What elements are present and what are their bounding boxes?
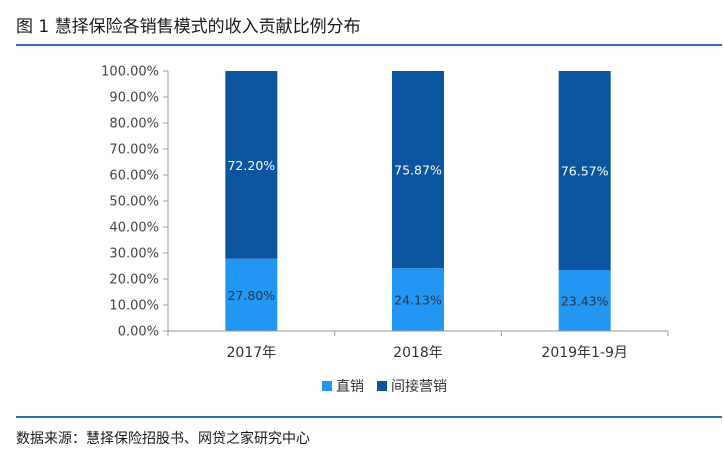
top-rule — [16, 44, 722, 46]
y-tick-label: 100.00% — [101, 65, 159, 80]
y-tick-label: 40.00% — [109, 221, 159, 236]
x-category-label: 2017年 — [227, 345, 277, 361]
bars: 27.80% 72.20% 24.13% 75.87% 23.43% 76.57% — [225, 71, 611, 331]
data-label: 24.13% — [394, 293, 442, 308]
y-tick-label: 0.00% — [118, 325, 159, 340]
bar-segment — [225, 71, 278, 259]
bar-segment — [225, 258, 278, 331]
legend: 直销 间接营销 — [322, 378, 447, 395]
data-label: 75.87% — [394, 163, 442, 178]
y-tick-label: 60.00% — [109, 169, 159, 184]
legend-label: 直销 — [336, 378, 364, 395]
y-tick-label: 80.00% — [109, 117, 159, 132]
data-label: 27.80% — [227, 288, 275, 303]
legend-swatch — [377, 381, 387, 391]
bar-segment — [392, 71, 444, 269]
y-axis: 0.00% 10.00% 20.00% 30.00% 40.00% 50.00% 60.00… — [101, 65, 169, 340]
data-label: 76.57% — [561, 164, 609, 179]
source-note: 数据来源：慧择保险招股书、网贷之家研究中心 — [16, 431, 310, 447]
bar-segment — [558, 71, 611, 271]
data-label: 23.43% — [561, 294, 609, 309]
y-tick-label: 30.00% — [109, 247, 159, 262]
x-category-label: 2019年1-9月 — [541, 345, 628, 361]
legend-label: 间接营销 — [391, 378, 447, 395]
bar-segment — [558, 270, 611, 331]
chart-title: 图 1 慧择保险各销售模式的收入贡献比例分布 — [16, 17, 361, 37]
data-label: 72.20% — [227, 158, 275, 173]
y-tick-label: 50.00% — [109, 195, 159, 210]
bar-segment — [392, 268, 444, 331]
x-axis: 2017年 2018年 2019年1-9月 — [167, 330, 669, 361]
legend-swatch — [322, 381, 332, 391]
y-tick-label: 70.00% — [109, 143, 159, 158]
y-tick-label: 20.00% — [109, 273, 159, 288]
stacked-bar-chart: 0.00% 10.00% 20.00% 30.00% 40.00% 50.00% 60.00… — [101, 65, 669, 395]
y-tick-label: 10.00% — [109, 299, 159, 314]
y-tick-label: 90.00% — [109, 91, 159, 106]
x-category-label: 2018年 — [393, 345, 443, 361]
bottom-rule — [16, 416, 722, 418]
